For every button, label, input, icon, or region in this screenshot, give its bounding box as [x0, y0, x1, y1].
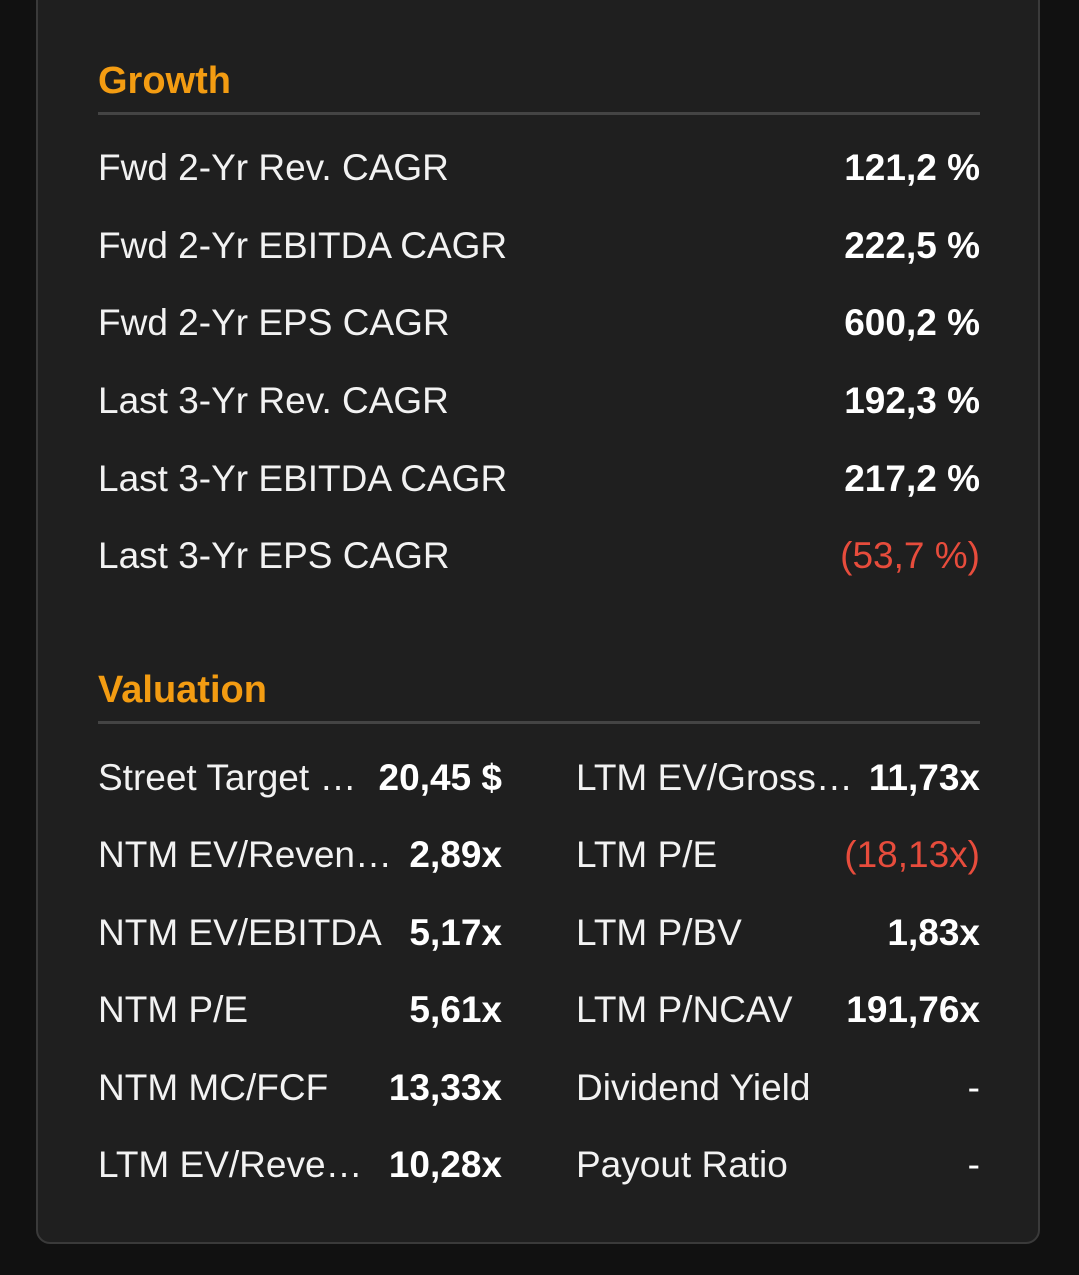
valuation-value: 1,83x: [887, 912, 980, 953]
metrics-card: [36, 0, 1040, 1244]
growth-row: Fwd 2-Yr EPS CAGR 600,2 %: [98, 301, 980, 345]
growth-row: Last 3-Yr EPS CAGR (53,7 %): [98, 534, 980, 578]
valuation-label: Payout Ratio: [576, 1144, 788, 1185]
valuation-label: LTM EV/Reven…: [98, 1144, 383, 1185]
growth-row-value-negative: (53,7 %): [840, 535, 980, 576]
valuation-value: -: [967, 1144, 980, 1185]
valuation-cell: LTM P/E (18,13x): [576, 833, 980, 877]
valuation-section-title: Valuation: [98, 669, 267, 711]
valuation-label: Dividend Yield: [576, 1067, 811, 1108]
growth-row-label: Last 3-Yr Rev. CAGR: [98, 380, 449, 421]
valuation-cell: LTM P/NCAV 191,76x: [576, 988, 980, 1032]
growth-row-value: 192,3 %: [844, 380, 980, 421]
valuation-cell: Dividend Yield -: [576, 1066, 980, 1110]
valuation-label: LTM P/E: [576, 834, 718, 875]
growth-row: Fwd 2-Yr EBITDA CAGR 222,5 %: [98, 224, 980, 268]
valuation-value: 10,28x: [388, 1144, 502, 1185]
valuation-label: Street Target …: [98, 757, 357, 798]
growth-row-label: Last 3-Yr EBITDA CAGR: [98, 458, 508, 499]
growth-row-label: Fwd 2-Yr EBITDA CAGR: [98, 225, 508, 266]
valuation-label: LTM P/BV: [576, 912, 742, 953]
growth-section-title: Growth: [98, 60, 231, 102]
valuation-label: NTM P/E: [98, 989, 249, 1030]
valuation-cell: Payout Ratio -: [576, 1143, 980, 1187]
valuation-cell: NTM MC/FCF 13,33x: [98, 1066, 502, 1110]
growth-row-label: Last 3-Yr EPS CAGR: [98, 535, 450, 576]
valuation-label: NTM EV/EBITDA: [98, 912, 382, 953]
growth-row-value: 217,2 %: [844, 458, 980, 499]
valuation-value: 5,61x: [409, 989, 502, 1030]
valuation-cell: Street Target … 20,45 $: [98, 756, 502, 800]
valuation-value-negative: (18,13x): [844, 834, 980, 875]
valuation-divider: [98, 721, 980, 724]
valuation-value: 11,73x: [868, 757, 980, 798]
growth-row: Last 3-Yr Rev. CAGR 192,3 %: [98, 379, 980, 423]
growth-row-label: Fwd 2-Yr EPS CAGR: [98, 302, 450, 343]
valuation-cell: NTM EV/Reven… 2,89x: [98, 833, 502, 877]
growth-row: Last 3-Yr EBITDA CAGR 217,2 %: [98, 457, 980, 501]
valuation-label: LTM EV/Gross …: [576, 757, 863, 798]
valuation-label: NTM EV/Reven…: [98, 834, 393, 875]
valuation-value: 2,89x: [409, 834, 502, 875]
growth-row-value: 121,2 %: [844, 147, 980, 188]
valuation-cell: LTM EV/Reven… 10,28x: [98, 1143, 502, 1187]
valuation-cell: NTM P/E 5,61x: [98, 988, 502, 1032]
growth-row-value: 600,2 %: [844, 302, 980, 343]
valuation-cell: LTM EV/Gross … 11,73x: [576, 756, 980, 800]
valuation-value: 191,76x: [846, 989, 980, 1030]
valuation-value: 20,45 $: [378, 757, 502, 798]
growth-row: Fwd 2-Yr Rev. CAGR 121,2 %: [98, 146, 980, 190]
valuation-label: NTM MC/FCF: [98, 1067, 329, 1108]
valuation-cell: LTM P/BV 1,83x: [576, 911, 980, 955]
growth-divider: [98, 112, 980, 115]
valuation-label: LTM P/NCAV: [576, 989, 793, 1030]
valuation-value: 13,33x: [388, 1067, 502, 1108]
valuation-cell: NTM EV/EBITDA 5,17x: [98, 911, 502, 955]
growth-row-label: Fwd 2-Yr Rev. CAGR: [98, 147, 449, 188]
valuation-value: -: [967, 1067, 980, 1108]
growth-row-value: 222,5 %: [844, 225, 980, 266]
valuation-value: 5,17x: [409, 912, 502, 953]
